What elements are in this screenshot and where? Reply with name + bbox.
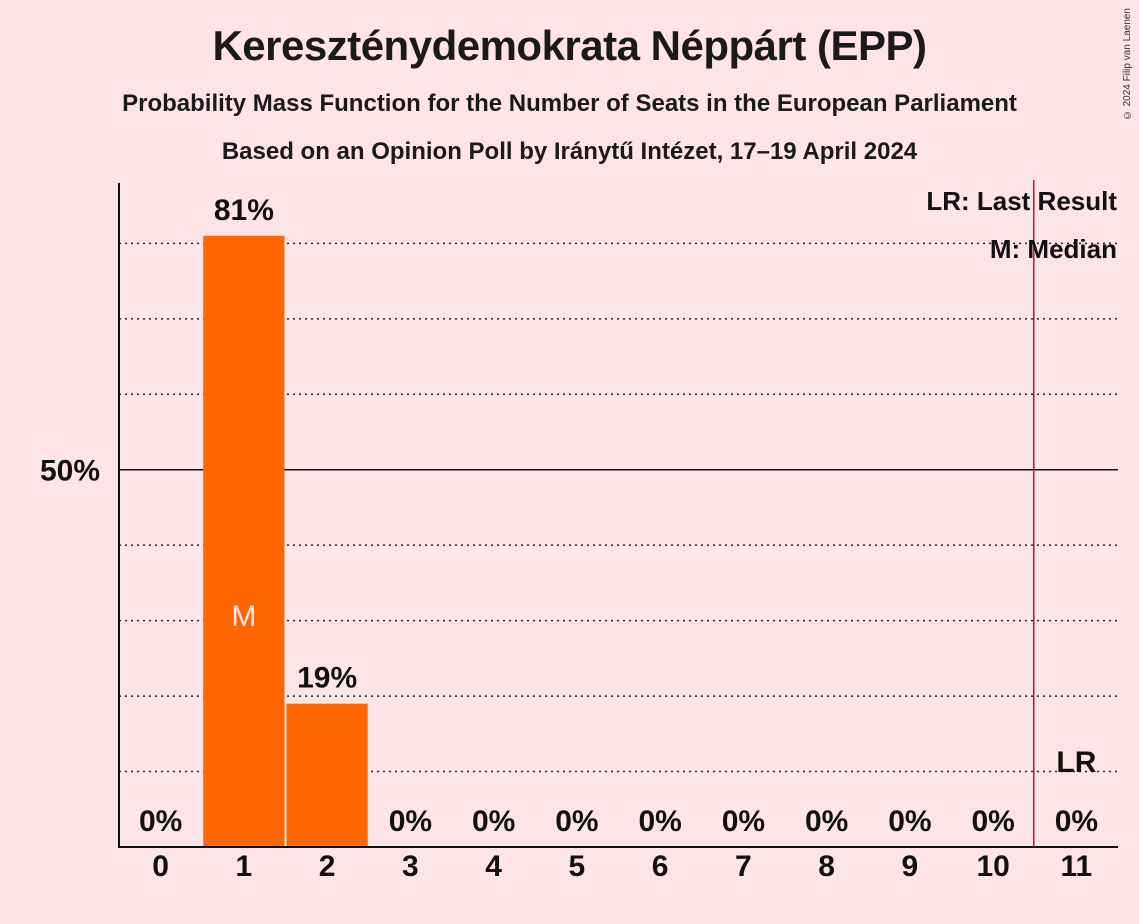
last-result-marker: LR [1056, 746, 1096, 779]
value-label: 0% [971, 805, 1014, 838]
x-tick-label: 11 [1061, 850, 1093, 883]
bar [203, 235, 285, 847]
value-label: 0% [638, 805, 681, 838]
x-tick-label: 2 [319, 850, 336, 883]
bar [286, 703, 368, 847]
x-tick-label: 1 [236, 850, 253, 883]
value-label: 0% [139, 805, 182, 838]
x-tick-label: 7 [735, 850, 752, 883]
x-tick-label: 5 [569, 850, 586, 883]
value-label: 19% [297, 662, 357, 695]
legend-median: M: Median [990, 234, 1117, 264]
value-label: 0% [472, 805, 515, 838]
value-label: 0% [1055, 805, 1098, 838]
value-label: 0% [555, 805, 598, 838]
x-tick-label: 3 [402, 850, 419, 883]
x-tick-label: 4 [485, 850, 502, 883]
value-label: 0% [722, 805, 765, 838]
median-marker: M [231, 600, 256, 633]
value-label: 0% [888, 805, 931, 838]
value-label: 0% [389, 805, 432, 838]
chart-title: Kereszténydemokrata Néppárt (EPP) [212, 22, 927, 69]
y-tick-label: 50% [40, 455, 100, 488]
x-tick-label: 6 [652, 850, 669, 883]
x-tick-label: 9 [902, 850, 919, 883]
value-label: 0% [805, 805, 848, 838]
value-label: 81% [214, 194, 274, 227]
chart-subtitle: Probability Mass Function for the Number… [122, 90, 1017, 117]
x-tick-label: 0 [152, 850, 169, 883]
legend-last-result: LR: Last Result [926, 186, 1117, 216]
x-tick-label: 8 [818, 850, 835, 883]
x-tick-label: 10 [976, 850, 1009, 883]
chart-source: Based on an Opinion Poll by Iránytű Inté… [221, 138, 918, 165]
